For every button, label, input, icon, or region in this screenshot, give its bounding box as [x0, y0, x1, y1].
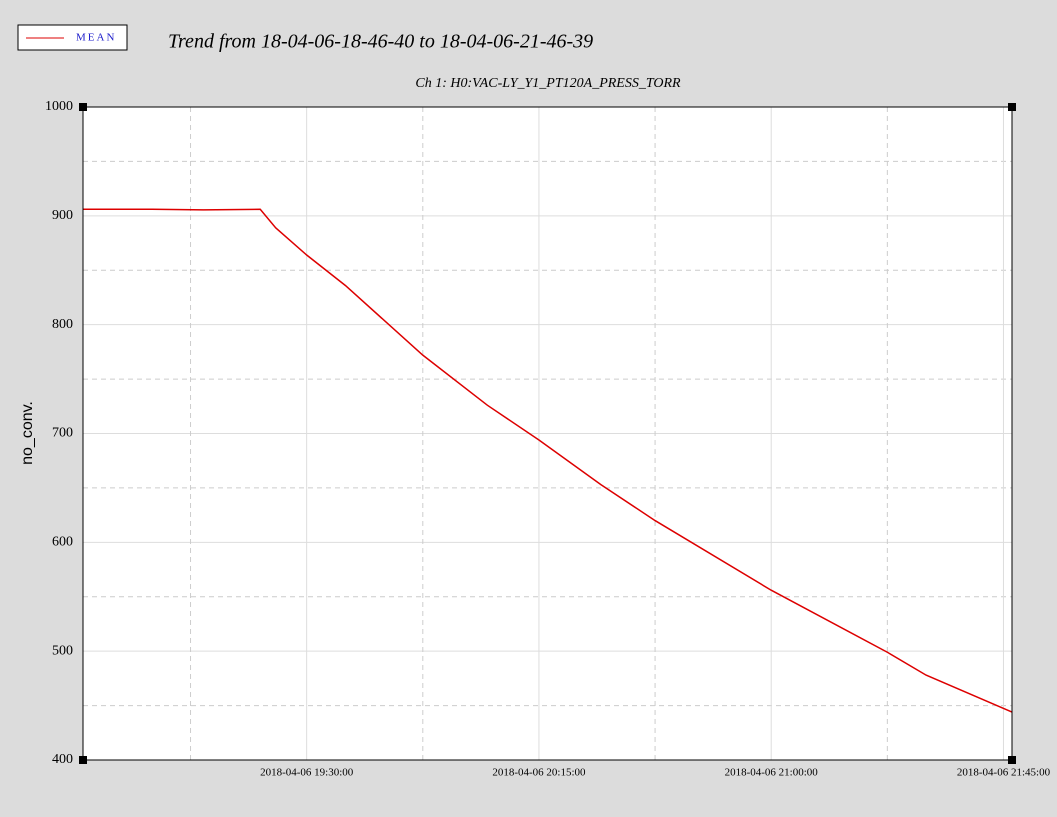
y-tick-label: 700 [52, 426, 73, 441]
y-tick-label: 500 [52, 643, 73, 658]
data-line [83, 208, 1013, 713]
corner [79, 103, 87, 111]
y-tick-label: 600 [52, 535, 73, 550]
y-tick-label: 900 [52, 208, 73, 223]
y-tick-label: 400 [52, 752, 73, 767]
chart-subtitle: Ch 1: H0:VAC-LY_Y1_PT120A_PRESS_TORR [415, 76, 681, 91]
x-tick-label: 2018-04-06 19:30:00 [260, 767, 354, 779]
corner [1008, 103, 1016, 111]
y-tick-label: 800 [52, 317, 73, 332]
chart-title: Trend from 18-04-06-18-46-40 to 18-04-06… [168, 31, 593, 53]
corner [79, 756, 87, 764]
x-tick-label: 2018-04-06 20:15:00 [492, 767, 586, 779]
plot-border [82, 106, 1013, 761]
y-tick-label: 1000 [45, 99, 73, 114]
y-axis-label: no_conv. [19, 401, 36, 465]
corner [1008, 756, 1016, 764]
x-tick-label: 2018-04-06 21:45:00 [957, 767, 1051, 779]
legend-label: MEAN [76, 32, 116, 44]
x-tick-label: 2018-04-06 21:00:00 [725, 767, 819, 779]
